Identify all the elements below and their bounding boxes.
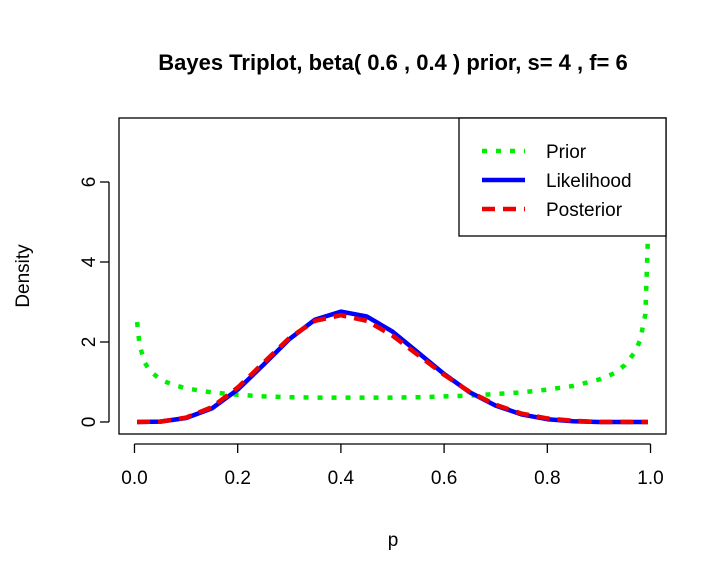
legend-label-prior: Prior	[546, 142, 587, 163]
x-tick-label: 0.2	[224, 468, 250, 489]
legend-label-posterior: Posterior	[546, 200, 623, 221]
y-tick-label: 0	[79, 417, 100, 428]
y-tick-label: 4	[79, 256, 100, 267]
chart-title: Bayes Triplot, beta( 0.6 , 0.4 ) prior, …	[158, 50, 628, 75]
x-tick-label: 0.4	[328, 468, 355, 489]
series-line-posterior	[137, 312, 648, 425]
y-tick-label: 2	[79, 337, 100, 348]
series-line-likelihood	[137, 309, 648, 425]
series-line-prior	[134, 237, 651, 400]
x-tick-label: 0.6	[431, 468, 457, 489]
legend-box	[458, 117, 667, 237]
x-tick-label: 0.0	[121, 468, 147, 489]
x-tick-label: 0.8	[534, 468, 560, 489]
y-axis-label: Density	[13, 244, 34, 308]
x-axis-label: p	[388, 530, 399, 551]
x-tick-label: 1.0	[637, 468, 663, 489]
legend-label-likelihood: Likelihood	[546, 171, 632, 192]
plot-frame	[118, 117, 667, 435]
y-tick-label: 6	[79, 177, 100, 188]
